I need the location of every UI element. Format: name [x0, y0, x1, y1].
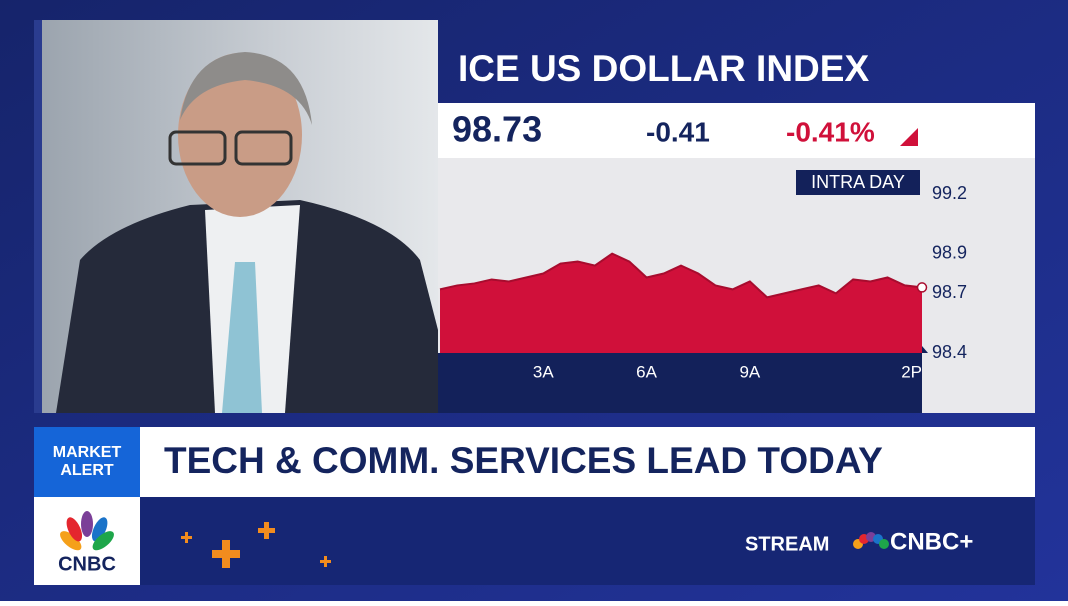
- price: 98.73: [452, 109, 542, 150]
- alert-line: ALERT: [60, 462, 114, 479]
- intraday-label: INTRA DAY: [811, 172, 905, 192]
- peacock: [60, 511, 114, 551]
- y-tick-label: 98.4: [932, 342, 967, 362]
- intraday-badge: [796, 170, 920, 195]
- x-tick-label: 3A: [533, 362, 554, 381]
- video-feed: [34, 20, 438, 413]
- y-tick-label: 98.9: [932, 242, 967, 262]
- time-axis-band: [438, 353, 922, 413]
- alert-box: [34, 427, 140, 497]
- area-fill: [440, 253, 922, 353]
- change-percent: -0.41%: [786, 116, 875, 147]
- plus: [181, 532, 192, 543]
- area-line: [439, 252, 923, 299]
- tie: [222, 262, 262, 413]
- x-tick-label: 9A: [739, 362, 760, 381]
- plus: [320, 556, 331, 567]
- x-tick-label: 2P: [901, 362, 922, 381]
- stream-label: STREAM: [745, 533, 829, 555]
- peacock-small: [853, 532, 889, 549]
- glasses-right: [234, 130, 293, 166]
- decorations: [181, 522, 331, 568]
- graphic-title: ICE US DOLLAR INDEX: [458, 48, 869, 89]
- face: [178, 53, 302, 217]
- logo-text: CNBC: [58, 553, 116, 575]
- alert-line: MARKET: [53, 444, 122, 461]
- y-tick-label: 98.7: [932, 282, 967, 302]
- y-tick-label: 99.2: [932, 183, 967, 203]
- change: -0.41: [646, 116, 710, 147]
- plus: [258, 522, 275, 539]
- quote-bar: [438, 103, 1035, 158]
- x-tick-label: 6A: [636, 362, 657, 381]
- studio-pillar: [34, 20, 42, 413]
- last-point: [916, 282, 928, 293]
- glasses-left: [168, 130, 227, 166]
- headline-box: [140, 427, 1035, 497]
- headline: TECH & COMM. SERVICES LEAD TODAY: [164, 440, 883, 481]
- chart: 99.2 98.9 98.7 98.4 3A 6A 9A 2P: [439, 183, 967, 381]
- hair: [180, 52, 312, 125]
- plus: [212, 540, 240, 568]
- brand-label: CNBC+: [890, 528, 973, 555]
- down-arrow: [900, 128, 918, 146]
